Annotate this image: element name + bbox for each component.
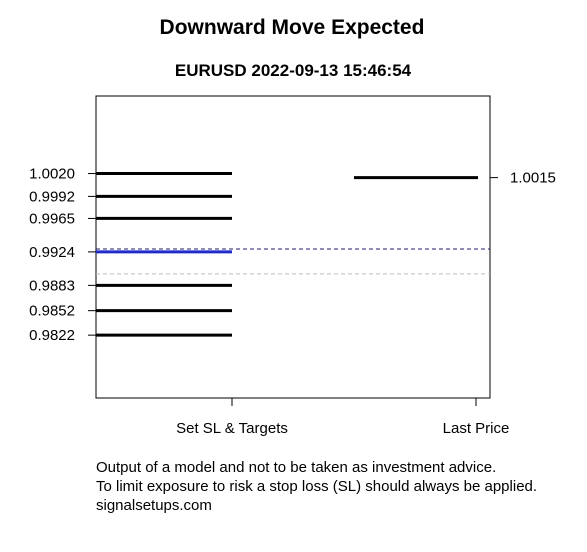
reference-lines — [96, 248, 490, 275]
left-tick-label-2: 0.9992 — [29, 188, 75, 205]
right-axis: 1.0015 — [354, 170, 556, 187]
disclaimer-line-2: To limit exposure to risk a stop loss (S… — [96, 478, 538, 495]
disclaimer-line-1: Output of a model and not to be taken as… — [96, 459, 497, 476]
disclaimer-footer: Output of a model and not to be taken as… — [96, 458, 576, 515]
left-tick-label-3: 0.9965 — [29, 210, 75, 227]
chart-title: Downward Move Expected — [160, 16, 425, 39]
sl-target-levels — [96, 172, 232, 337]
left-tick-label-7: 0.9822 — [29, 327, 75, 344]
x-tick-label-2: Last Price — [443, 420, 510, 437]
left-tick-label-4: 0.9924 — [29, 244, 75, 261]
plot-frame — [95, 95, 491, 399]
chart-subtitle: EURUSD 2022-09-13 15:46:54 — [175, 61, 412, 80]
right-tick-label: 1.0015 — [510, 170, 556, 187]
left-axis-ticks: 1.0020 0.9992 0.9965 0.9924 0.9883 0.9852 0.98… — [29, 166, 96, 344]
left-tick-label-6: 0.9852 — [29, 303, 75, 320]
x-tick-label-1: Set SL & Targets — [176, 420, 288, 437]
left-tick-label-5: 0.9883 — [29, 277, 75, 294]
website-credit: signalsetups.com — [96, 497, 212, 514]
x-axis: Set SL & Targets Last Price — [176, 398, 509, 437]
left-tick-label-1: 1.0020 — [29, 166, 75, 183]
